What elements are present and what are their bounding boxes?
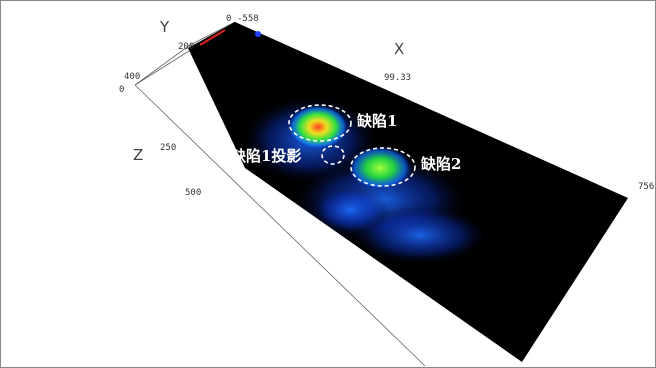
y-axis-label: Y bbox=[159, 18, 170, 36]
y-tick-label: 200 bbox=[178, 42, 194, 52]
x-tick-label: 756 bbox=[638, 182, 654, 192]
z-tick-label: 500 bbox=[185, 188, 201, 198]
z-tick-label: 250 bbox=[160, 143, 176, 153]
x-axis-label: X bbox=[394, 40, 404, 58]
origin-marker bbox=[255, 31, 261, 37]
projection-label: 缺陷1投影 bbox=[230, 147, 301, 165]
y-tick-label: 0 bbox=[226, 14, 231, 24]
y-tick-label: 400 bbox=[124, 72, 140, 82]
z-axis-label: Z bbox=[133, 146, 143, 164]
defect-circles bbox=[288, 104, 416, 187]
axis-y-marker bbox=[199, 29, 226, 46]
x-tick-label: 99.33 bbox=[384, 73, 411, 83]
defect-label: 缺陷2 bbox=[420, 155, 461, 173]
signal bbox=[240, 95, 490, 265]
z-tick-label: 0 bbox=[119, 85, 124, 95]
defect-label: 缺陷1 bbox=[356, 112, 397, 130]
y-tick-label: -558 bbox=[237, 14, 259, 24]
